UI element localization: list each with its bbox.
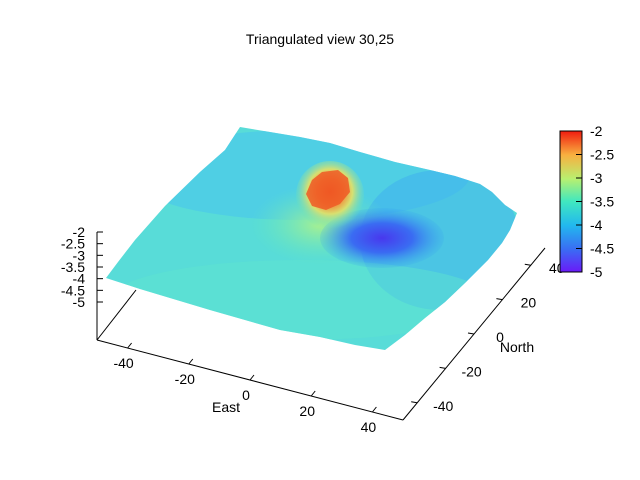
colorbar-tick-label: -2 <box>590 123 603 139</box>
surface-front-shade <box>110 260 490 340</box>
colorbar-tick-label: -5 <box>590 264 603 280</box>
north-tick-mark <box>467 332 475 335</box>
east-tick-label: -20 <box>175 371 195 387</box>
z-tick-label: -2 <box>73 224 86 240</box>
z-tick-label: -5 <box>73 294 86 310</box>
colorbar-ticks: -2 -2.5 -3 -3.5 -4 -4.5 -5 <box>576 123 614 280</box>
north-tick-label: 0 <box>496 329 504 345</box>
north-tick-mark <box>524 263 531 266</box>
north-tick-label: -20 <box>461 363 481 379</box>
east-tick-mark <box>249 374 255 381</box>
east-tick-mark <box>188 358 194 365</box>
east-tick-mark <box>310 390 316 397</box>
north-tick-mark <box>411 401 418 404</box>
colorbar-tick-label: -3.5 <box>590 194 614 210</box>
north-axis-label: North <box>500 339 534 355</box>
surface <box>106 127 517 350</box>
basin <box>320 208 444 268</box>
colorbar-tick-label: -3 <box>590 170 603 186</box>
east-axis-label: East <box>212 399 240 415</box>
colorbar: -2 -2.5 -3 -3.5 -4 -4.5 -5 <box>559 123 614 280</box>
chart-title: Triangulated view 30,25 <box>246 31 394 47</box>
east-tick-label: 20 <box>299 403 315 419</box>
z-tick-label: -4.5 <box>61 282 85 298</box>
east-tick-mark <box>372 406 377 413</box>
north-tick-label: 20 <box>521 295 537 311</box>
z-tick-label: -2.5 <box>61 236 85 252</box>
east-tick-label: 40 <box>361 419 377 435</box>
z-tick-label: -3 <box>73 247 86 263</box>
east-tick-label: -40 <box>113 355 133 371</box>
peak-top <box>306 170 350 210</box>
z-axis-ticks: -2-2.5-3-3.5-4-4.5-5 <box>61 224 103 310</box>
east-tick-mark <box>127 342 132 349</box>
north-tick-mark <box>439 366 446 369</box>
east-tick-label: 0 <box>242 387 250 403</box>
north-tick-mark <box>496 298 503 301</box>
z-tick-label: -4 <box>73 271 86 287</box>
colorbar-tick-label: -2.5 <box>590 147 614 163</box>
z-tick-label: -3.5 <box>61 259 85 275</box>
east-axis-ticks: -40 -20 0 20 40 <box>113 342 377 435</box>
north-tick-label: -40 <box>433 398 453 414</box>
colorbar-tick-label: -4.5 <box>590 241 614 257</box>
colorbar-tick-label: -4 <box>590 217 603 233</box>
